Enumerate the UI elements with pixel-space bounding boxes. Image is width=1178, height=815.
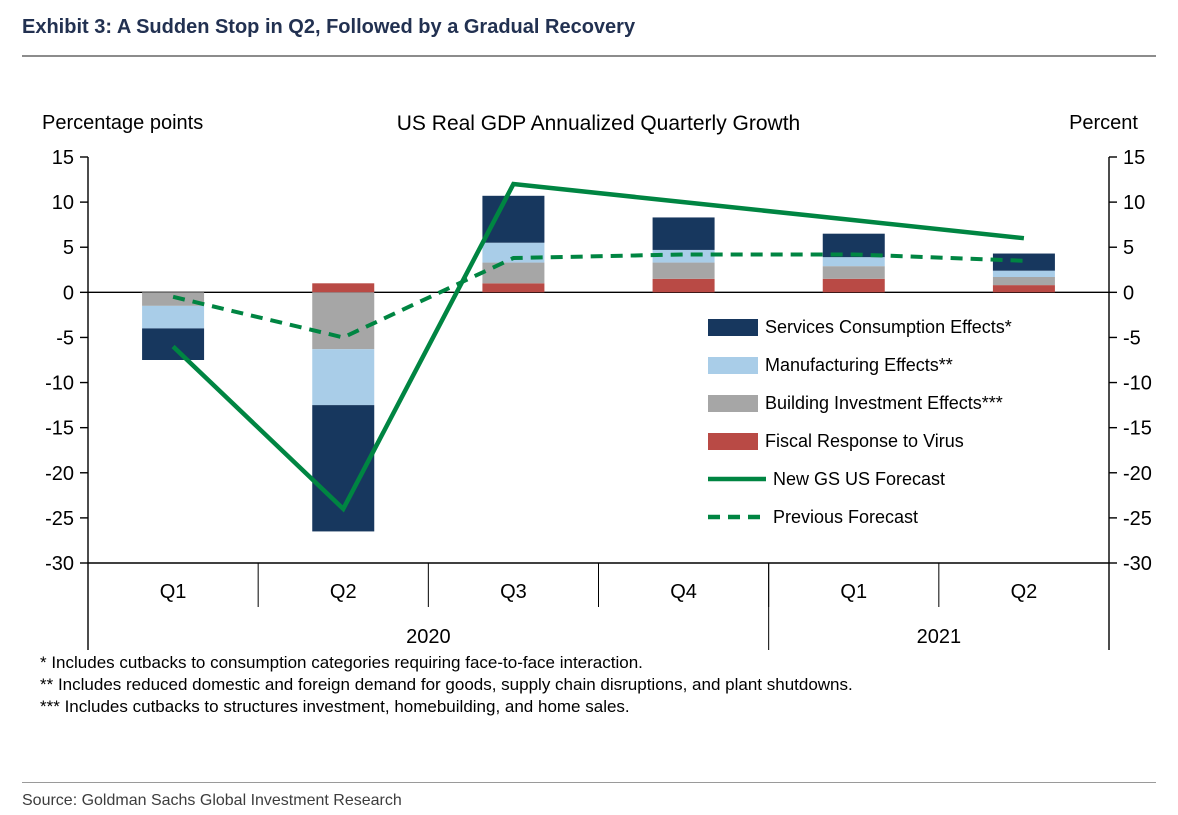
source-divider [22,782,1156,783]
y-tick-label-left: -10 [45,373,74,395]
bar-segment-services-consumption-effects [822,233,885,258]
legend-swatch-box [708,318,758,336]
bar-segment-building-investment-effects [482,262,545,284]
y-tick-label-left: 0 [63,282,74,304]
bar-segment-manufacturing-effects [142,305,205,329]
bar-segment-manufacturing-effects [482,242,545,263]
quarter-label: Q2 [1011,581,1038,603]
legend-item: Previous Forecast [708,498,1012,536]
source-line: Source: Goldman Sachs Global Investment … [22,792,402,809]
y-tick-label-left: -20 [45,463,74,485]
bar-segment-manufacturing-effects [312,349,375,406]
y-tick-label-right: 5 [1123,237,1134,259]
bar-segment-services-consumption-effects [482,195,545,243]
legend-item: Manufacturing Effects** [708,346,1012,384]
y-tick-label-right: 10 [1123,192,1145,214]
chart-plot: 15 15 10 10 5 5 0 0 -5 -5 -10 -10 -15 -15 -20 -20 -25 -25… [45,147,1152,650]
y-tick-label-right: -25 [1123,508,1152,530]
footnotes: * Includes cutbacks to consumption categ… [40,652,853,718]
bar-segment-building-investment-effects [992,276,1055,286]
legend-swatch-box [708,356,758,374]
y-tick-label-left: -15 [45,418,74,440]
bar-segment-fiscal-response-to-virus [992,285,1055,293]
legend-item: New GS US Forecast [708,460,1012,498]
right-axis-unit-label: Percent [1069,112,1138,134]
footnote: * Includes cutbacks to consumption categ… [40,653,643,672]
forecast-line-solid [171,181,1025,513]
quarter-label: Q1 [840,581,867,603]
legend-swatch-box [708,394,758,412]
legend-label: Services Consumption Effects* [765,316,1012,337]
left-axis-unit-label: Percentage points [42,112,204,134]
year-label: 2021 [917,626,962,648]
y-tick-label-left: -30 [45,553,74,575]
legend-label: Manufacturing Effects** [765,354,953,375]
bar-segment-services-consumption-effects [652,217,715,250]
exhibit-title: Exhibit 3: A Sudden Stop in Q2, Followed… [22,16,636,38]
y-tick-label-left: -25 [45,508,74,530]
bar-segment-services-consumption-effects [992,253,1055,271]
legend-item: Building Investment Effects*** [708,384,1012,422]
bar-segment-fiscal-response-to-virus [652,278,715,293]
quarter-label: Q2 [330,581,357,603]
footnote: ** Includes reduced domestic and foreign… [40,675,853,694]
forecast-line-dashed [172,252,1024,340]
y-tick-label-left: 15 [52,147,74,169]
chart-legend: Services Consumption Effects* Manufacturi… [708,308,1012,536]
legend-line-sample [708,476,766,482]
y-tick-label-left: 5 [63,237,74,259]
legend-item: Services Consumption Effects* [708,308,1012,346]
legend-label: Building Investment Effects*** [765,392,1003,413]
quarter-label: Q3 [500,581,527,603]
y-tick-label-right: 0 [1123,282,1134,304]
y-tick-label-right: -20 [1123,463,1152,485]
y-tick-label-right: 15 [1123,147,1145,169]
y-tick-label-left: 10 [52,192,74,214]
bar-segment-services-consumption-effects [142,328,205,360]
bar-segment-building-investment-effects [652,262,715,279]
bar-segment-building-investment-effects [822,266,885,279]
chart-title: US Real GDP Annualized Quarterly Growth [396,112,801,135]
bar-segment-fiscal-response-to-virus [482,283,545,293]
quarter-label: Q4 [670,581,697,603]
legend-line-sample [708,514,766,520]
bar-segment-manufacturing-effects [822,257,885,267]
legend-item: Fiscal Response to Virus [708,422,1012,460]
bar-segment-fiscal-response-to-virus [312,283,375,293]
legend-label: New GS US Forecast [773,468,946,489]
bar-segment-manufacturing-effects [992,270,1055,277]
bar-segment-building-investment-effects [142,292,205,306]
bar-segment-building-investment-effects [312,292,375,350]
y-tick-label-right: -10 [1123,373,1152,395]
legend-swatch-box [708,432,758,450]
y-tick-label-right: -5 [1123,327,1141,349]
quarter-label: Q1 [160,581,187,603]
legend-label: Fiscal Response to Virus [765,430,964,451]
footnote: *** Includes cutbacks to structures inve… [40,697,630,716]
y-tick-label-right: -30 [1123,553,1152,575]
legend-label: Previous Forecast [773,506,919,527]
year-label: 2020 [406,626,451,648]
y-tick-label-right: -15 [1123,418,1152,440]
y-tick-label-left: -5 [56,327,74,349]
bar-segment-fiscal-response-to-virus [822,278,885,293]
header-divider [22,55,1156,57]
